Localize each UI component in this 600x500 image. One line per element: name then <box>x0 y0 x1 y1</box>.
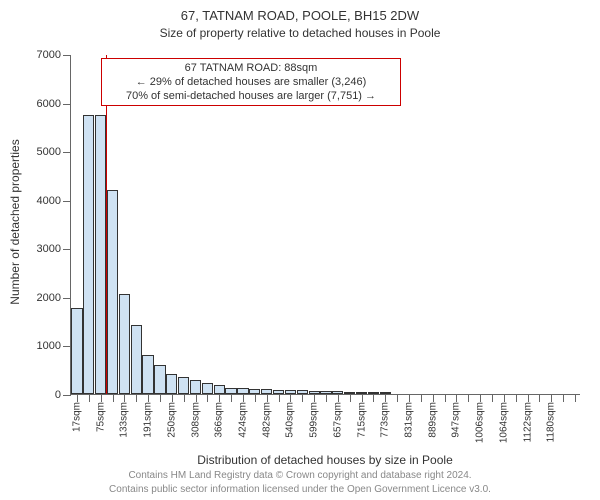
y-tick-label: 5000 <box>37 146 71 158</box>
x-tick-label: 1122sqm <box>522 402 533 442</box>
x-tick <box>124 394 125 402</box>
x-tick-label: 773sqm <box>380 402 391 438</box>
x-tick-label: 482sqm <box>261 402 272 438</box>
x-tick-label: 540sqm <box>285 402 296 438</box>
annotation-box: 67 TATNAM ROAD: 88sqm ← 29% of detached … <box>101 58 401 106</box>
x-tick <box>184 394 185 402</box>
x-tick-label: 599sqm <box>309 402 320 438</box>
x-tick <box>504 394 505 402</box>
histogram-bar <box>95 115 106 394</box>
annotation-line3: 70% of semi-detached houses are larger (… <box>108 89 394 103</box>
y-axis-label: Number of detached properties <box>8 122 22 322</box>
x-tick <box>468 394 469 402</box>
x-tick-label: 1064sqm <box>498 402 509 443</box>
histogram-bar <box>214 385 225 394</box>
x-tick-label: 715sqm <box>356 402 367 438</box>
x-tick-label: 1006sqm <box>475 402 486 443</box>
x-tick <box>89 394 90 402</box>
x-tick-label: 424sqm <box>237 402 248 438</box>
y-tick-label: 0 <box>55 389 71 401</box>
x-tick <box>539 394 540 402</box>
x-tick-label: 308sqm <box>190 402 201 438</box>
x-tick <box>528 394 529 402</box>
histogram-bar <box>178 377 189 394</box>
x-tick-label: 831sqm <box>404 402 415 438</box>
histogram-bar <box>131 325 142 394</box>
x-tick <box>279 394 280 402</box>
x-tick <box>243 394 244 402</box>
x-tick <box>231 394 232 402</box>
x-tick-label: 657sqm <box>332 402 343 438</box>
x-tick <box>290 394 291 402</box>
x-tick <box>77 394 78 402</box>
x-tick <box>302 394 303 402</box>
x-tick <box>362 394 363 402</box>
x-tick <box>373 394 374 402</box>
x-tick <box>433 394 434 402</box>
x-tick <box>136 394 137 402</box>
y-tick-label: 2000 <box>37 292 71 304</box>
x-tick <box>326 394 327 402</box>
histogram-bar <box>119 294 130 394</box>
x-tick-label: 133sqm <box>119 402 130 438</box>
y-tick-label: 4000 <box>37 195 71 207</box>
x-tick <box>350 394 351 402</box>
histogram-bar <box>154 365 165 394</box>
x-tick <box>219 394 220 402</box>
x-tick <box>421 394 422 402</box>
y-tick-label: 3000 <box>37 243 71 255</box>
x-tick <box>101 394 102 402</box>
x-tick <box>516 394 517 402</box>
x-tick <box>563 394 564 402</box>
x-tick <box>160 394 161 402</box>
x-tick <box>480 394 481 402</box>
x-tick-label: 889sqm <box>427 402 438 438</box>
x-tick <box>445 394 446 402</box>
x-tick-label: 75sqm <box>95 402 106 432</box>
x-tick <box>207 394 208 402</box>
x-axis-label: Distribution of detached houses by size … <box>70 453 580 467</box>
chart-container: 67, TATNAM ROAD, POOLE, BH15 2DW Size of… <box>0 0 600 500</box>
x-tick-label: 191sqm <box>143 402 154 438</box>
chart-title-line2: Size of property relative to detached ho… <box>0 26 600 40</box>
x-tick <box>397 394 398 402</box>
y-tick-label: 6000 <box>37 98 71 110</box>
x-tick-label: 250sqm <box>166 402 177 438</box>
x-tick-label: 1180sqm <box>546 402 557 442</box>
x-tick <box>172 394 173 402</box>
x-tick <box>551 394 552 402</box>
x-tick <box>255 394 256 402</box>
x-tick <box>385 394 386 402</box>
x-tick <box>492 394 493 402</box>
x-tick <box>575 394 576 402</box>
chart-title-line1: 67, TATNAM ROAD, POOLE, BH15 2DW <box>0 8 600 23</box>
histogram-bar <box>71 308 82 394</box>
annotation-line1: 67 TATNAM ROAD: 88sqm <box>108 61 394 75</box>
histogram-bar <box>202 383 213 394</box>
footer-line2: Contains public sector information licen… <box>0 484 600 495</box>
x-tick <box>314 394 315 402</box>
histogram-bar <box>83 115 94 394</box>
x-tick <box>196 394 197 402</box>
footer-line1: Contains HM Land Registry data © Crown c… <box>0 470 600 481</box>
histogram-bar <box>142 355 153 394</box>
histogram-bar <box>190 380 201 394</box>
histogram-bar <box>107 190 118 394</box>
x-tick <box>113 394 114 402</box>
x-tick <box>148 394 149 402</box>
x-tick <box>409 394 410 402</box>
y-tick-label: 7000 <box>37 49 71 61</box>
x-tick-label: 947sqm <box>451 402 462 438</box>
histogram-bar <box>166 374 177 394</box>
x-tick <box>338 394 339 402</box>
annotation-line2: ← 29% of detached houses are smaller (3,… <box>108 75 394 89</box>
x-tick <box>267 394 268 402</box>
plot-area: 67 TATNAM ROAD: 88sqm ← 29% of detached … <box>70 55 580 395</box>
x-tick <box>456 394 457 402</box>
x-tick-label: 366sqm <box>214 402 225 438</box>
x-tick-label: 17sqm <box>71 402 82 432</box>
y-tick-label: 1000 <box>37 340 71 352</box>
